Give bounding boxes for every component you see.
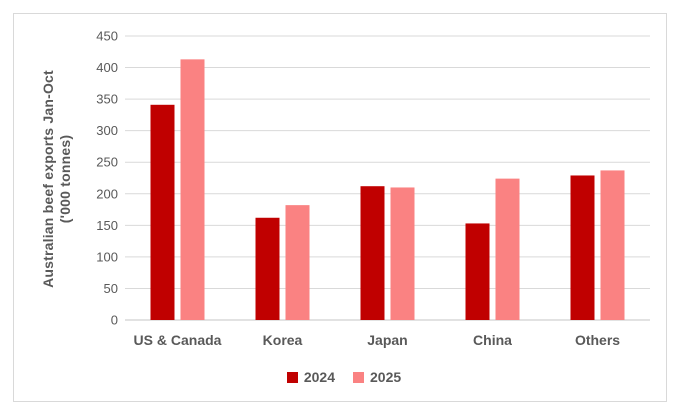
legend-item-2025: 2025 [353, 369, 401, 385]
y-tick-label-200: 200 [96, 186, 118, 201]
x-category-label-china: China [473, 332, 512, 348]
y-tick-label-250: 250 [96, 155, 118, 170]
bar-2025-us-canada [180, 59, 205, 321]
y-tick-label-100: 100 [96, 249, 118, 264]
y-tick-label-50: 50 [104, 281, 118, 296]
y-axis-title: Australian beef exports Jan-Oct ('000 to… [40, 29, 76, 329]
legend-label-2025: 2025 [370, 369, 402, 385]
legend-swatch-2025-icon [353, 371, 364, 383]
bar-2025-japan [390, 187, 415, 320]
legend-swatch-2024-icon [286, 371, 298, 383]
y-tick-label-300: 300 [96, 123, 118, 138]
y-tick-label-350: 350 [96, 92, 118, 107]
x-category-label-others: Others [575, 332, 620, 348]
y-tick-label-400: 400 [96, 60, 118, 75]
y-axis-title-line1: Australian beef exports Jan-Oct [40, 70, 56, 288]
bar-2024-us-canada [150, 104, 175, 321]
legend-label-2024: 2024 [303, 369, 335, 385]
x-category-label-japan: Japan [367, 332, 407, 348]
bar-2024-japan [360, 186, 385, 320]
bar-2024-others [570, 175, 595, 320]
y-tick-label-450: 450 [96, 29, 118, 44]
x-category-label-korea: Korea [263, 332, 303, 348]
legend: 2024 2025 [0, 369, 688, 385]
bar-2025-korea [285, 205, 310, 320]
y-axis-title-line2: ('000 tonnes) [57, 134, 73, 224]
x-category-label-us-canada: US & Canada [134, 332, 222, 348]
y-tick-label-0: 0 [111, 313, 118, 328]
chart-frame [13, 13, 667, 402]
y-tick-label-150: 150 [96, 218, 118, 233]
bar-2025-others [600, 170, 625, 320]
bar-2024-china [465, 223, 490, 320]
bar-2024-korea [255, 217, 280, 320]
legend-item-2024: 2024 [286, 369, 335, 385]
bar-2025-china [495, 178, 520, 320]
